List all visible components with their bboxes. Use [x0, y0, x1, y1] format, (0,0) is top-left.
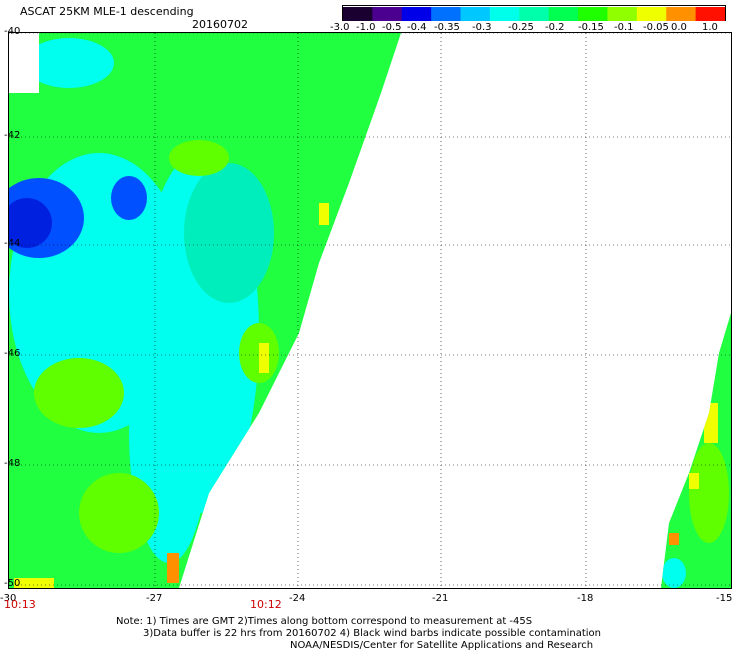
colorbar-swatch [489, 7, 520, 21]
blue-region [111, 176, 147, 220]
colorbar-tick-label: -1.0 [356, 22, 376, 33]
colorbar-swatch [636, 7, 667, 21]
yellow-patch [689, 473, 699, 489]
chart-title: ASCAT 25KM MLE-1 descending [20, 5, 194, 18]
colorbar-tick-label: -0.35 [434, 22, 460, 33]
colorbar-swatch [401, 7, 432, 21]
time-label-middle: 10:12 [250, 598, 282, 611]
colorbar-swatch [372, 7, 403, 21]
colorbar [342, 5, 726, 21]
colorbar-tick-label: -0.3 [472, 22, 492, 33]
colorbar-tick-label: -0.25 [508, 22, 534, 33]
bright-green-region [79, 473, 159, 553]
colorbar-swatch [431, 7, 462, 21]
longitude-tick-label: -21 [432, 593, 449, 604]
yellow-patch [14, 578, 54, 588]
orange-patch [669, 533, 679, 545]
swath-background [661, 313, 731, 588]
cyan-region [24, 38, 114, 88]
colorbar-tick-label: -0.15 [578, 22, 604, 33]
swath-west [9, 33, 401, 588]
colorbar-swatch [607, 7, 638, 21]
latitude-tick-label: -40 [4, 26, 21, 37]
colorbar-tick-label: -0.5 [382, 22, 402, 33]
colorbar-tick-label: -0.2 [545, 22, 565, 33]
bright-green-region [34, 358, 124, 428]
longitude-tick-label: -18 [577, 593, 594, 604]
colorbar-tick-label: 0.0 [671, 22, 687, 33]
colorbar-swatch [578, 7, 608, 21]
note-line-3: NOAA/NESDIS/Center for Satellite Applica… [290, 640, 594, 651]
latitude-tick-label: -42 [4, 130, 21, 141]
latitude-tick-label: -50 [4, 578, 21, 589]
bright-green-region [689, 443, 729, 543]
longitude-tick-label: -30 [0, 593, 17, 604]
colorbar-tick-label: -0.4 [407, 22, 427, 33]
teal-region [184, 163, 274, 303]
yellow-patch [704, 403, 718, 443]
colorbar-tick-label: 1.0 [702, 22, 718, 33]
swath-east [661, 313, 731, 588]
colorbar-tick-label: -0.1 [614, 22, 634, 33]
longitude-tick-label: -15 [716, 593, 733, 604]
yellow-patch [319, 203, 329, 225]
note-line-2: 3)Data buffer is 22 hrs from 20160702 4)… [143, 628, 601, 639]
yellow-patch [259, 343, 269, 373]
colorbar-gradient [343, 7, 726, 21]
colorbar-swatch [519, 7, 550, 21]
latitude-tick-label: -44 [4, 238, 21, 249]
orange-patch [167, 553, 179, 583]
chart-date: 20160702 [192, 18, 248, 31]
colorbar-tick-label: -0.05 [643, 22, 669, 33]
colorbar-swatch [548, 7, 579, 21]
time-label-left: 10:13 [4, 598, 36, 611]
longitude-tick-label: -27 [146, 593, 163, 604]
colorbar-swatch [460, 7, 491, 21]
latitude-tick-label: -46 [4, 348, 21, 359]
note-line-1: Note: 1) Times are GMT 2)Times along bot… [116, 616, 533, 627]
deep-blue-region [9, 198, 52, 248]
colorbar-tick-label: -3.0 [330, 22, 350, 33]
scatterometer-swath-map [9, 33, 731, 588]
colorbar-swatch [695, 7, 726, 21]
colorbar-swatch [343, 7, 373, 21]
bright-green-region [169, 140, 229, 176]
latitude-tick-label: -48 [4, 458, 21, 469]
map-panel [8, 32, 732, 589]
longitude-tick-label: -24 [289, 593, 306, 604]
cyan-region [662, 558, 686, 588]
colorbar-swatch [666, 7, 697, 21]
